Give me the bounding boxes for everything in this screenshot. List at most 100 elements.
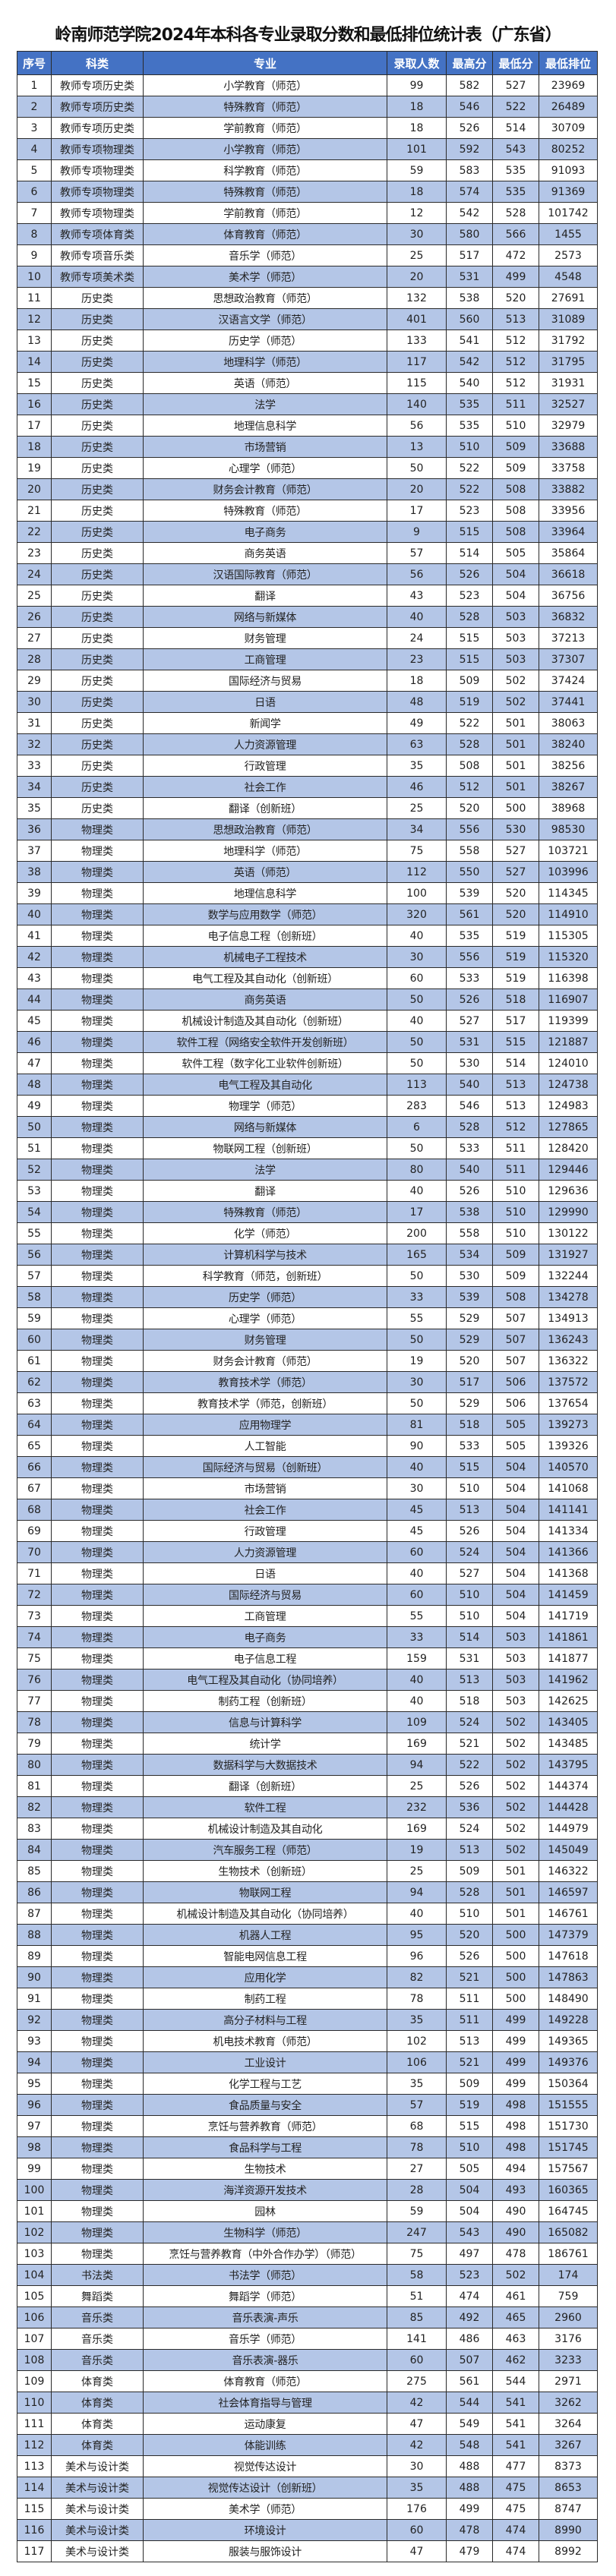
cell-min-rank: 141877 (539, 1647, 598, 1670)
cell-max-score: 527 (446, 1562, 493, 1584)
header-min-score: 最低分 (492, 51, 539, 75)
cell-min-rank: 140570 (539, 1456, 598, 1478)
cell-major: 财务管理 (143, 627, 387, 649)
cell-major: 美术学（师范） (143, 2498, 387, 2520)
cell-max-score: 542 (446, 351, 493, 373)
cell-admitted-count: 18 (387, 181, 447, 203)
cell-max-score: 543 (446, 2221, 493, 2243)
cell-max-score: 539 (446, 882, 493, 904)
cell-min-score: 501 (492, 755, 539, 777)
cell-admitted-count: 47 (387, 2540, 447, 2562)
cell-index: 3 (17, 117, 52, 139)
cell-admitted-count: 50 (387, 457, 447, 479)
cell-category: 物理类 (51, 988, 144, 1011)
cell-max-score: 546 (446, 96, 493, 118)
table-row: 105 舞蹈类 舞蹈学（师范） 51 474 461 759 (17, 2285, 598, 2307)
cell-max-score: 528 (446, 1116, 493, 1138)
cell-max-score: 510 (446, 1477, 493, 1499)
table-row: 38 物理类 英语（师范） 112 550 527 103996 (17, 861, 598, 883)
cell-admitted-count: 159 (387, 1647, 447, 1670)
cell-category: 物理类 (51, 1647, 144, 1670)
table-row: 73 物理类 工商管理 55 510 504 141719 (17, 1605, 598, 1627)
cell-min-rank: 37424 (539, 670, 598, 692)
table-row: 96 物理类 食品质量与安全 57 519 498 151555 (17, 2094, 598, 2116)
cell-admitted-count: 49 (387, 712, 447, 734)
cell-category: 教师专项历史类 (51, 74, 144, 96)
cell-major: 英语（师范） (143, 861, 387, 883)
table-row: 27 历史类 财务管理 24 515 503 37213 (17, 627, 598, 649)
cell-category: 物理类 (51, 2158, 144, 2180)
cell-major: 书法学（师范） (143, 2264, 387, 2286)
cell-min-rank: 151745 (539, 2136, 598, 2158)
cell-min-score: 498 (492, 2136, 539, 2158)
cell-max-score: 558 (446, 840, 493, 862)
cell-category: 物理类 (51, 2179, 144, 2201)
cell-max-score: 509 (446, 2073, 493, 2095)
table-row: 6 教师专项物理类 特殊教育（师范） 18 574 535 91369 (17, 181, 598, 203)
cell-min-rank: 38267 (539, 776, 598, 798)
cell-min-rank: 31792 (539, 329, 598, 352)
cell-category: 物理类 (51, 1626, 144, 1648)
table-row: 56 物理类 计算机科学与技术 165 534 509 131927 (17, 1244, 598, 1266)
header-admitted-count: 录取人数 (387, 51, 447, 75)
cell-category: 历史类 (51, 670, 144, 692)
cell-major: 海洋资源开发技术 (143, 2179, 387, 2201)
cell-index: 87 (17, 1903, 52, 1925)
cell-major: 商务英语 (143, 542, 387, 564)
table-row: 72 物理类 国际经济与贸易 60 510 504 141459 (17, 1584, 598, 1606)
cell-category: 教师专项物理类 (51, 181, 144, 203)
cell-max-score: 522 (446, 457, 493, 479)
cell-max-score: 522 (446, 1754, 493, 1776)
cell-major: 电气工程及其自动化（协同培养） (143, 1669, 387, 1691)
cell-index: 38 (17, 861, 52, 883)
cell-major: 音乐学（师范） (143, 2328, 387, 2350)
cell-min-rank: 150364 (539, 2073, 598, 2095)
cell-index: 102 (17, 2221, 52, 2243)
cell-major: 网络与新媒体 (143, 606, 387, 628)
table-row: 68 物理类 社会工作 45 513 504 141141 (17, 1499, 598, 1521)
cell-major: 汉语言文学（师范） (143, 308, 387, 330)
cell-major: 财务会计教育（师范） (143, 478, 387, 500)
cell-max-score: 514 (446, 542, 493, 564)
cell-max-score: 505 (446, 2158, 493, 2180)
cell-index: 106 (17, 2306, 52, 2328)
cell-min-score: 504 (492, 1499, 539, 1521)
cell-category: 物理类 (51, 2221, 144, 2243)
cell-major: 社会体育指导与管理 (143, 2392, 387, 2414)
cell-max-score: 556 (446, 946, 493, 968)
cell-max-score: 508 (446, 755, 493, 777)
cell-admitted-count: 47 (387, 2413, 447, 2435)
table-row: 29 历史类 国际经济与贸易 18 509 502 37424 (17, 670, 598, 692)
cell-category: 物理类 (51, 1350, 144, 1372)
table-row: 67 物理类 市场营销 30 510 504 141068 (17, 1477, 598, 1499)
cell-min-score: 541 (492, 2392, 539, 2414)
cell-index: 41 (17, 925, 52, 947)
cell-min-rank: 23969 (539, 74, 598, 96)
table-row: 97 物理类 烹饪与营养教育（师范） 68 515 498 151730 (17, 2115, 598, 2137)
cell-major: 工商管理 (143, 648, 387, 670)
cell-category: 物理类 (51, 1456, 144, 1478)
cell-admitted-count: 20 (387, 266, 447, 288)
cell-category: 教师专项体育类 (51, 223, 144, 245)
cell-major: 舞蹈学（师范） (143, 2285, 387, 2307)
cell-index: 51 (17, 1137, 52, 1159)
cell-min-score: 519 (492, 946, 539, 968)
table-row: 92 物理类 高分子材料与工程 35 511 499 149228 (17, 2009, 598, 2031)
cell-major: 电子信息工程 (143, 1647, 387, 1670)
cell-index: 116 (17, 2519, 52, 2541)
cell-min-score: 503 (492, 627, 539, 649)
cell-major: 数学与应用数学（师范） (143, 903, 387, 925)
cell-category: 历史类 (51, 415, 144, 437)
cell-category: 美术与设计类 (51, 2540, 144, 2562)
cell-major: 学前教育（师范） (143, 202, 387, 224)
cell-category: 音乐类 (51, 2349, 144, 2371)
cell-major: 物理学（师范） (143, 1095, 387, 1117)
cell-min-score: 499 (492, 2009, 539, 2031)
cell-category: 书法类 (51, 2264, 144, 2286)
cell-category: 物理类 (51, 1966, 144, 1988)
cell-max-score: 540 (446, 1074, 493, 1096)
table-row: 36 物理类 思想政治教育（师范） 34 556 530 98530 (17, 818, 598, 840)
cell-category: 物理类 (51, 1669, 144, 1691)
cell-major: 社会工作 (143, 776, 387, 798)
cell-max-score: 514 (446, 1626, 493, 1648)
